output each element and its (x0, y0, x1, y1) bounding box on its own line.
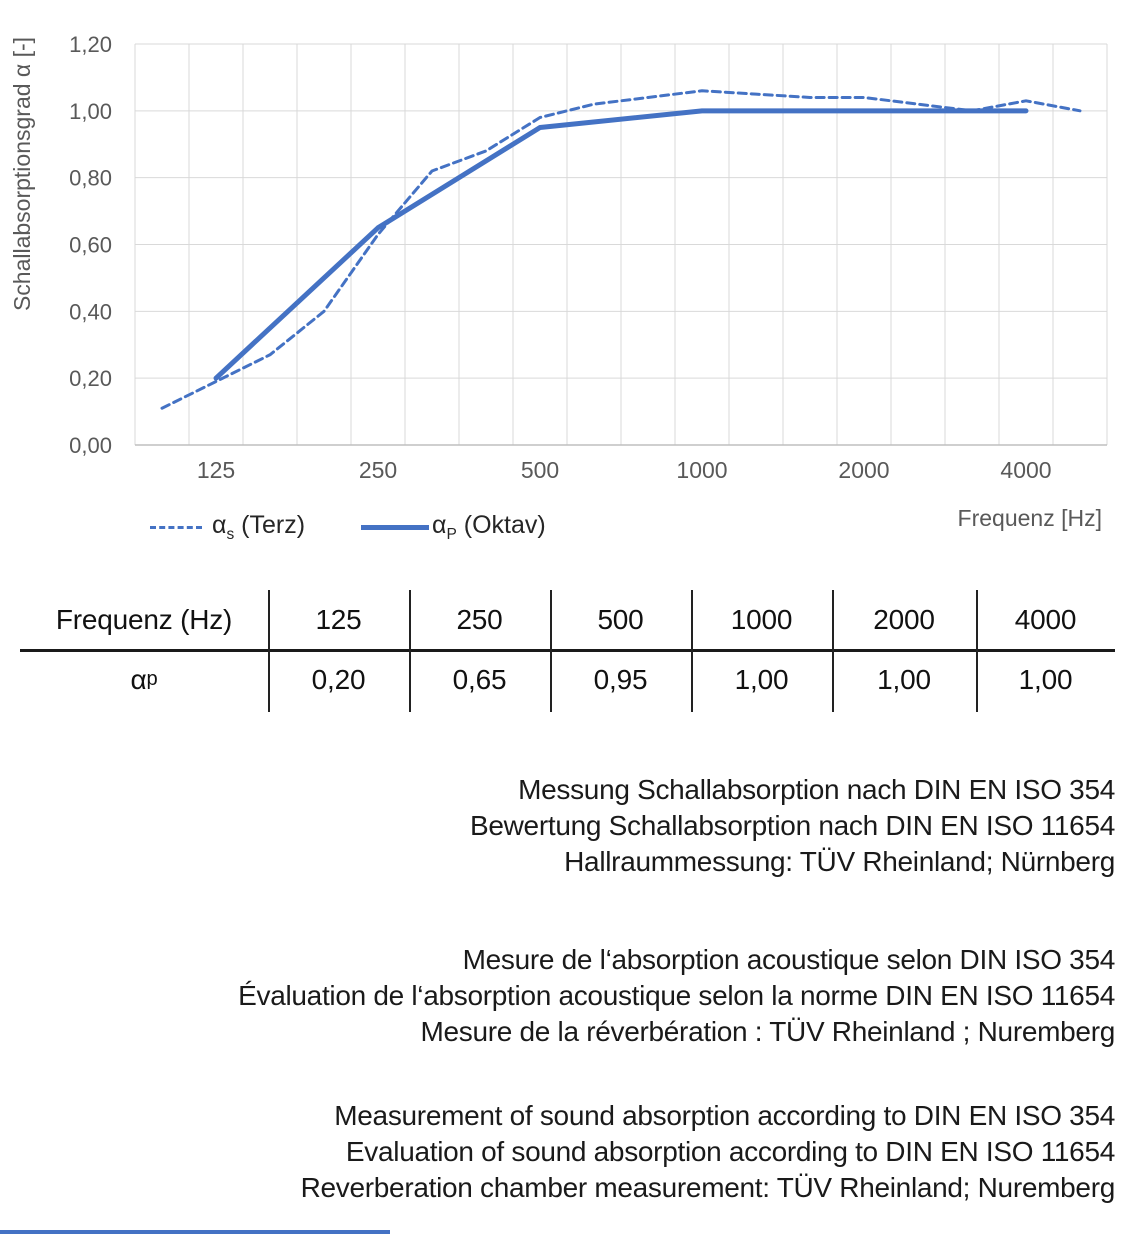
legend-label-terz: αs (Terz) (212, 511, 306, 543)
svg-text:500: 500 (521, 457, 559, 483)
absorption-chart-svg: 0,00 0,20 0,40 0,60 0,80 1,00 1,20 125 250 500 100… (9, 32, 1108, 483)
frequency-table: Frequenz (Hz) 125 250 500 1000 2000 4000… (20, 590, 1115, 712)
table-header-250: 250 (456, 604, 503, 635)
x-axis-title: Frequenz [Hz] (957, 505, 1102, 531)
table-value-1000: 1,00 (734, 663, 789, 695)
note-line: Mesure de l‘absorption acoustique selon … (462, 944, 1116, 975)
note-line: Evaluation of sound absorption according… (345, 1136, 1115, 1167)
table-header-row: Frequenz (Hz) 125 250 500 1000 2000 4000 (20, 590, 1115, 650)
table-value-500: 0,95 (593, 663, 648, 695)
svg-text:1000: 1000 (676, 457, 727, 483)
note-line: Measurement of sound absorption accordin… (334, 1100, 1115, 1131)
notes-french: Mesure de l‘absorption acoustique selon … (238, 942, 1115, 1050)
table-header-4000: 4000 (1014, 604, 1077, 635)
legend-label-oktav: αP (Oktav) (432, 511, 546, 543)
legend-item-terz: αs (Terz) (150, 511, 305, 544)
notes-english: Measurement of sound absorption accordin… (300, 1098, 1116, 1206)
series-terz (160, 89, 1082, 410)
table-value-4000: 1,00 (1018, 663, 1073, 695)
svg-text:0,60: 0,60 (69, 233, 112, 258)
svg-text:0,00: 0,00 (69, 433, 112, 458)
svg-text:1,20: 1,20 (69, 32, 112, 57)
table-header-125: 125 (315, 604, 362, 635)
table-value-250: 0,65 (452, 663, 507, 695)
table-header-1000: 1000 (730, 604, 793, 635)
note-line: Messung Schallabsorption nach DIN EN ISO… (518, 774, 1115, 805)
table-column-separator (976, 590, 978, 712)
note-line: Reverberation chamber measurement: TÜV R… (300, 1172, 1116, 1203)
note-line: Mesure de la réverbération : TÜV Rheinla… (420, 1016, 1115, 1047)
table-column-separator (691, 590, 693, 712)
svg-text:2000: 2000 (838, 457, 889, 483)
legend-item-oktav: αP (Oktav) (361, 511, 546, 544)
table-header-2000: 2000 (873, 604, 935, 635)
svg-text:250: 250 (359, 457, 397, 483)
dashed-line-sample-icon (150, 526, 202, 529)
table-column-separator (268, 590, 270, 712)
table-value-125: 0,20 (311, 663, 366, 695)
svg-text:125: 125 (197, 457, 235, 483)
svg-text:Schallabsorptionsgrad α [-]: Schallabsorptionsgrad α [-] (9, 37, 35, 311)
chart-legend: αs (Terz) αP (Oktav) (150, 511, 546, 544)
table-header-rule (20, 649, 1115, 652)
svg-text:0,40: 0,40 (69, 299, 112, 324)
svg-text:0,20: 0,20 (69, 366, 112, 391)
table-header-500: 500 (597, 604, 644, 635)
series-oktav (213, 108, 1029, 381)
bottom-accent-line (0, 1230, 390, 1234)
table-column-separator (832, 590, 834, 712)
notes-german: Messung Schallabsorption nach DIN EN ISO… (470, 772, 1115, 880)
note-line: Bewertung Schallabsorption nach DIN EN I… (469, 810, 1115, 841)
svg-text:1,00: 1,00 (69, 99, 112, 124)
table-value-2000: 1,00 (877, 663, 931, 695)
svg-text:4000: 4000 (1000, 457, 1051, 483)
solid-line-sample-icon (361, 525, 430, 530)
table-column-separator (550, 590, 552, 712)
note-line: Hallraummessung: TÜV Rheinland; Nürnberg (564, 846, 1115, 877)
table-header-frequency: Frequenz (Hz) (55, 604, 233, 635)
svg-text:0,80: 0,80 (69, 166, 112, 191)
note-line: Évaluation de l‘absorption acoustique se… (238, 980, 1115, 1011)
table-column-separator (409, 590, 411, 712)
